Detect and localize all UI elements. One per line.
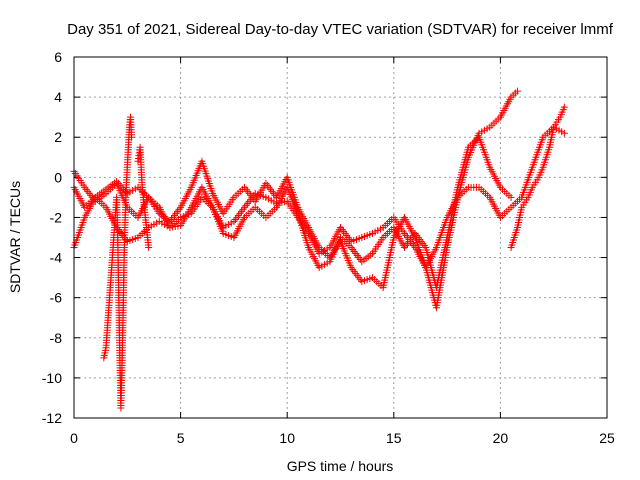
x-tick-label: 5: [177, 430, 185, 446]
x-tick-label: 25: [599, 430, 615, 446]
y-tick-label: -2: [50, 209, 63, 225]
data-point: [507, 193, 515, 201]
data-point: [145, 244, 153, 252]
y-tick-label: 4: [54, 89, 62, 105]
y-axis-title: SDTVAR / TECUs: [7, 181, 23, 293]
series-track-c: [70, 123, 568, 272]
x-tick-label: 0: [70, 430, 78, 446]
data-point: [560, 129, 568, 137]
y-tick-label: 6: [54, 49, 62, 65]
series-track-b: [70, 133, 515, 292]
y-tick-label: -8: [50, 330, 63, 346]
gridlines: [74, 57, 607, 418]
plot-frame: [73, 56, 608, 419]
chart-title: Day 351 of 2021, Sidereal Day-to-day VTE…: [67, 21, 614, 38]
y-tick-label: 0: [54, 169, 62, 185]
x-tick-label: 10: [279, 430, 295, 446]
y-tick-label: 2: [54, 129, 62, 145]
data-point: [513, 87, 521, 95]
series-track-d: [507, 103, 568, 252]
y-tick-label: -4: [50, 250, 63, 266]
y-tick-label: -6: [50, 290, 63, 306]
series-spike-late: [134, 143, 153, 252]
x-tick-label: 20: [493, 430, 509, 446]
x-axis-title: GPS time / hours: [287, 458, 394, 474]
series-spike-early: [100, 113, 136, 412]
data-marks: [70, 87, 568, 412]
y-tick-label: -10: [42, 370, 62, 386]
data-point: [128, 133, 136, 141]
y-tick-label: -12: [42, 410, 62, 426]
x-tick-label: 15: [386, 430, 402, 446]
data-point: [560, 103, 568, 111]
